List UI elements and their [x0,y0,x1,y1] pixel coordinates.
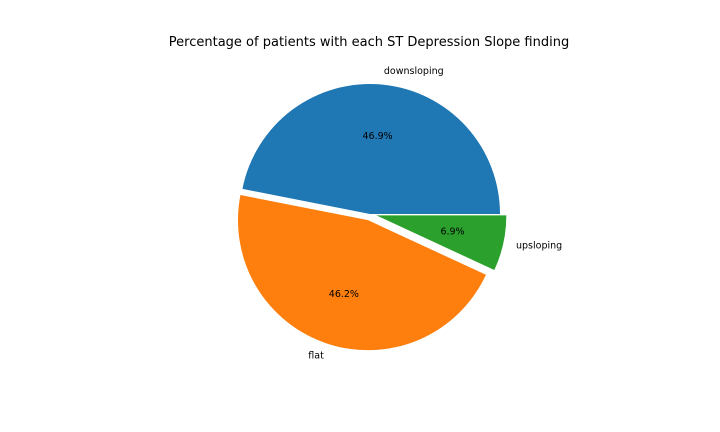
slice-label-upsloping: upsloping [516,241,562,252]
pie-slice-flat [237,195,486,351]
pct-label-flat: 46.2% [329,289,359,300]
pie-slice-upsloping [376,215,507,271]
pie-slice-downsloping [242,84,500,214]
slice-label-downsloping: downsloping [384,66,444,77]
pie-labels: 46.9% downsloping 46.2% flat 6.9% upsloping [308,66,562,362]
slice-label-flat: flat [308,351,324,362]
pct-label-downsloping: 46.9% [362,131,392,142]
chart-title: Percentage of patients with each ST Depr… [169,35,569,50]
pct-label-upsloping: 6.9% [440,227,464,238]
pie-slices [237,84,507,351]
